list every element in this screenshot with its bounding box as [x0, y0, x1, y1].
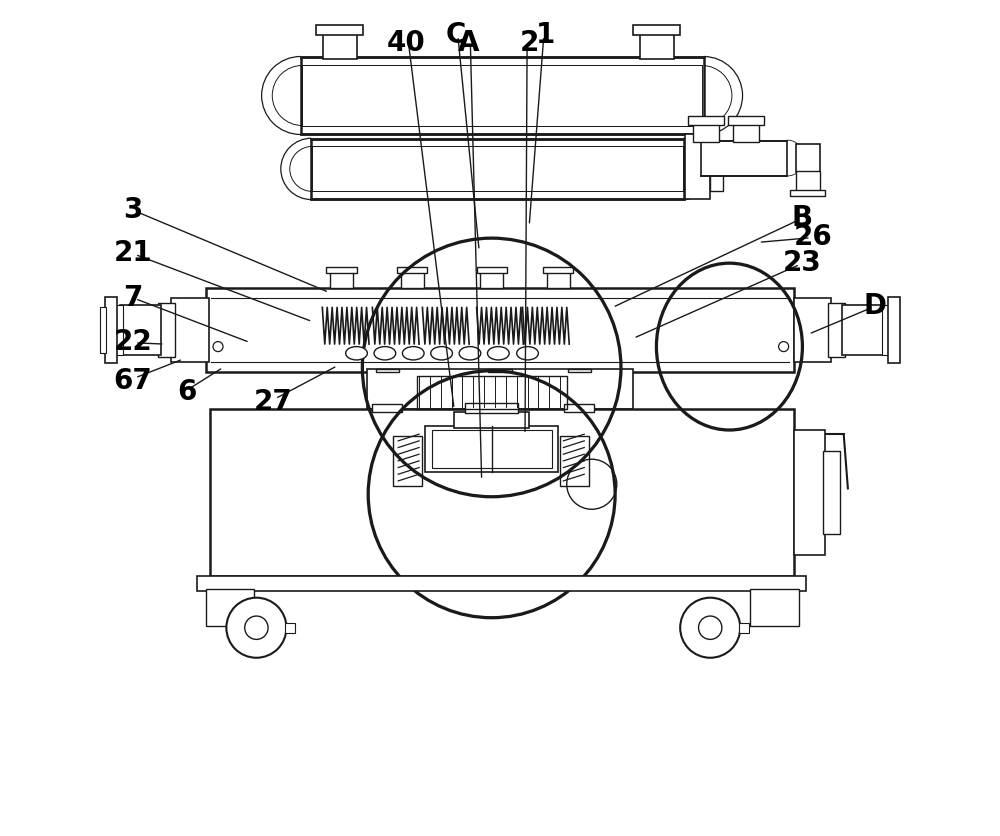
Circle shape	[699, 616, 722, 640]
Bar	[120, 305, 161, 355]
Bar	[693, 125, 719, 143]
Bar	[326, 268, 357, 274]
Bar	[480, 273, 503, 289]
Bar	[158, 303, 175, 357]
Bar	[285, 623, 295, 633]
Bar	[206, 289, 794, 372]
Bar	[685, 135, 710, 200]
Text: 26: 26	[793, 222, 832, 250]
Wedge shape	[787, 141, 804, 176]
Circle shape	[226, 598, 286, 658]
Bar	[547, 273, 570, 289]
Bar	[393, 436, 422, 487]
Bar	[888, 297, 900, 364]
Bar	[115, 305, 123, 355]
Bar	[210, 410, 794, 576]
Wedge shape	[704, 58, 742, 135]
Bar	[701, 141, 787, 176]
Bar	[828, 303, 845, 357]
Wedge shape	[281, 140, 311, 200]
Bar	[323, 35, 357, 59]
Text: B: B	[791, 204, 813, 232]
Bar	[367, 370, 633, 410]
Bar	[633, 27, 680, 37]
Text: 21: 21	[114, 239, 152, 267]
Bar	[316, 27, 363, 37]
Bar	[568, 370, 591, 372]
Text: 67: 67	[114, 366, 152, 395]
Bar	[564, 405, 594, 413]
Circle shape	[213, 342, 223, 352]
Bar	[560, 436, 589, 487]
Text: A: A	[458, 29, 479, 57]
Text: 3: 3	[123, 196, 143, 224]
Text: 23: 23	[783, 249, 821, 277]
Text: 7: 7	[123, 283, 143, 311]
Text: 6: 6	[177, 377, 197, 405]
Bar	[823, 451, 840, 535]
Bar	[100, 307, 106, 354]
Bar	[302, 66, 702, 126]
Bar	[543, 268, 573, 274]
Ellipse shape	[346, 347, 367, 360]
Bar	[171, 298, 209, 362]
Bar	[330, 273, 353, 289]
Wedge shape	[684, 141, 701, 176]
Bar	[311, 140, 684, 200]
Bar	[796, 171, 820, 195]
Bar	[842, 305, 884, 355]
Bar	[790, 191, 825, 197]
Text: 22: 22	[114, 328, 152, 355]
Bar	[640, 35, 674, 59]
Bar	[301, 58, 704, 135]
Text: C: C	[446, 21, 466, 48]
Bar	[397, 268, 427, 274]
Bar	[688, 117, 724, 125]
Ellipse shape	[402, 347, 424, 360]
Bar	[485, 405, 515, 413]
Bar	[796, 145, 820, 173]
Bar	[882, 305, 890, 355]
Bar	[206, 589, 254, 626]
Text: 27: 27	[254, 387, 292, 415]
Ellipse shape	[374, 347, 396, 360]
Bar	[794, 431, 825, 555]
Bar	[465, 404, 518, 414]
Wedge shape	[684, 140, 714, 200]
Bar	[197, 576, 806, 591]
Bar	[372, 405, 402, 413]
Bar	[733, 125, 759, 143]
Bar	[312, 147, 683, 192]
Bar	[728, 117, 764, 125]
Text: 2: 2	[520, 29, 539, 57]
Ellipse shape	[487, 347, 509, 360]
Bar	[454, 413, 529, 428]
Text: 40: 40	[387, 29, 426, 57]
Bar	[417, 376, 567, 410]
Ellipse shape	[517, 347, 538, 360]
Bar	[710, 143, 723, 191]
Text: 1: 1	[536, 21, 556, 48]
Circle shape	[245, 616, 268, 640]
Circle shape	[779, 342, 789, 352]
Bar	[376, 370, 399, 372]
Bar	[432, 431, 552, 468]
Ellipse shape	[459, 347, 481, 360]
Bar	[739, 623, 749, 633]
Bar	[794, 298, 831, 362]
Bar	[488, 370, 512, 372]
Bar	[401, 273, 424, 289]
Bar	[425, 426, 558, 472]
Wedge shape	[262, 58, 301, 135]
Text: D: D	[864, 292, 887, 319]
Bar	[105, 297, 117, 364]
Bar	[750, 589, 799, 626]
Circle shape	[680, 598, 740, 658]
Bar	[477, 268, 507, 274]
Ellipse shape	[431, 347, 452, 360]
